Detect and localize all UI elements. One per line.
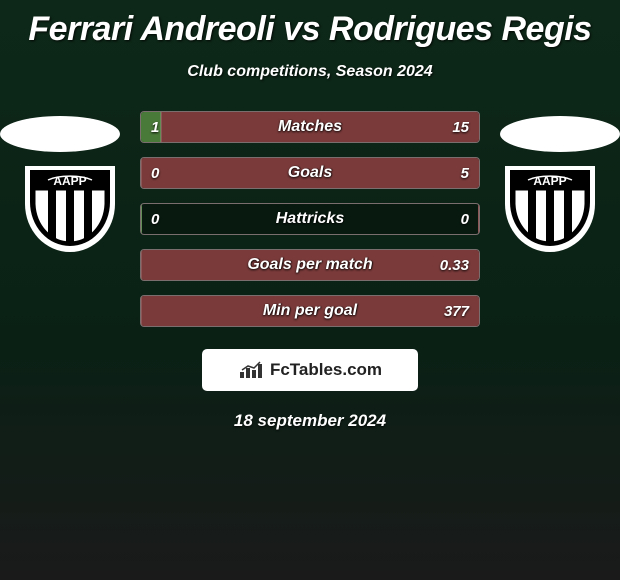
stat-value-right: 0.33	[430, 250, 479, 280]
subtitle: Club competitions, Season 2024	[0, 63, 620, 81]
stat-value-right: 0	[451, 204, 479, 234]
stat-label: Hattricks	[141, 204, 479, 234]
stat-value-left: 1	[141, 112, 169, 142]
stat-label: Goals per match	[141, 250, 479, 280]
stat-value-left	[141, 250, 161, 280]
stat-value-left: 0	[141, 204, 169, 234]
stat-value-right: 377	[434, 296, 479, 326]
chart-icon	[238, 360, 266, 380]
stat-label: Matches	[141, 112, 479, 142]
stats-container: AAPP .08.19 AAPP 115Matches05Goals00Hatt…	[0, 111, 620, 327]
stat-label: Min per goal	[141, 296, 479, 326]
stat-row: 0.33Goals per match	[140, 249, 480, 281]
svg-text:AAPP: AAPP	[53, 174, 86, 188]
club-badge-right: AAPP	[500, 166, 600, 252]
player-ellipse-left	[0, 116, 120, 152]
club-badge-left: AAPP .08.19	[20, 166, 120, 252]
stat-value-left	[141, 296, 161, 326]
stat-value-right: 15	[442, 112, 479, 142]
stat-label: Goals	[141, 158, 479, 188]
svg-text:AAPP: AAPP	[533, 174, 566, 188]
stat-row: 0 5Goals	[140, 157, 480, 189]
stat-row: 0 0Hattricks	[140, 203, 480, 235]
stat-row: 377Min per goal	[140, 295, 480, 327]
branding-text: FcTables.com	[270, 360, 382, 380]
page-title: Ferrari Andreoli vs Rodrigues Regis	[0, 0, 620, 49]
player-ellipse-right	[500, 116, 620, 152]
stat-value-right: 5	[451, 158, 479, 188]
date-text: 18 september 2024	[0, 411, 620, 431]
stat-value-left: 0	[141, 158, 169, 188]
branding-box: FcTables.com	[202, 349, 418, 391]
svg-text:.08.19: .08.19	[86, 169, 109, 178]
stats-list: 115Matches05Goals00Hattricks0.33Goals pe…	[140, 111, 480, 327]
stat-row: 1 15Matches	[140, 111, 480, 143]
